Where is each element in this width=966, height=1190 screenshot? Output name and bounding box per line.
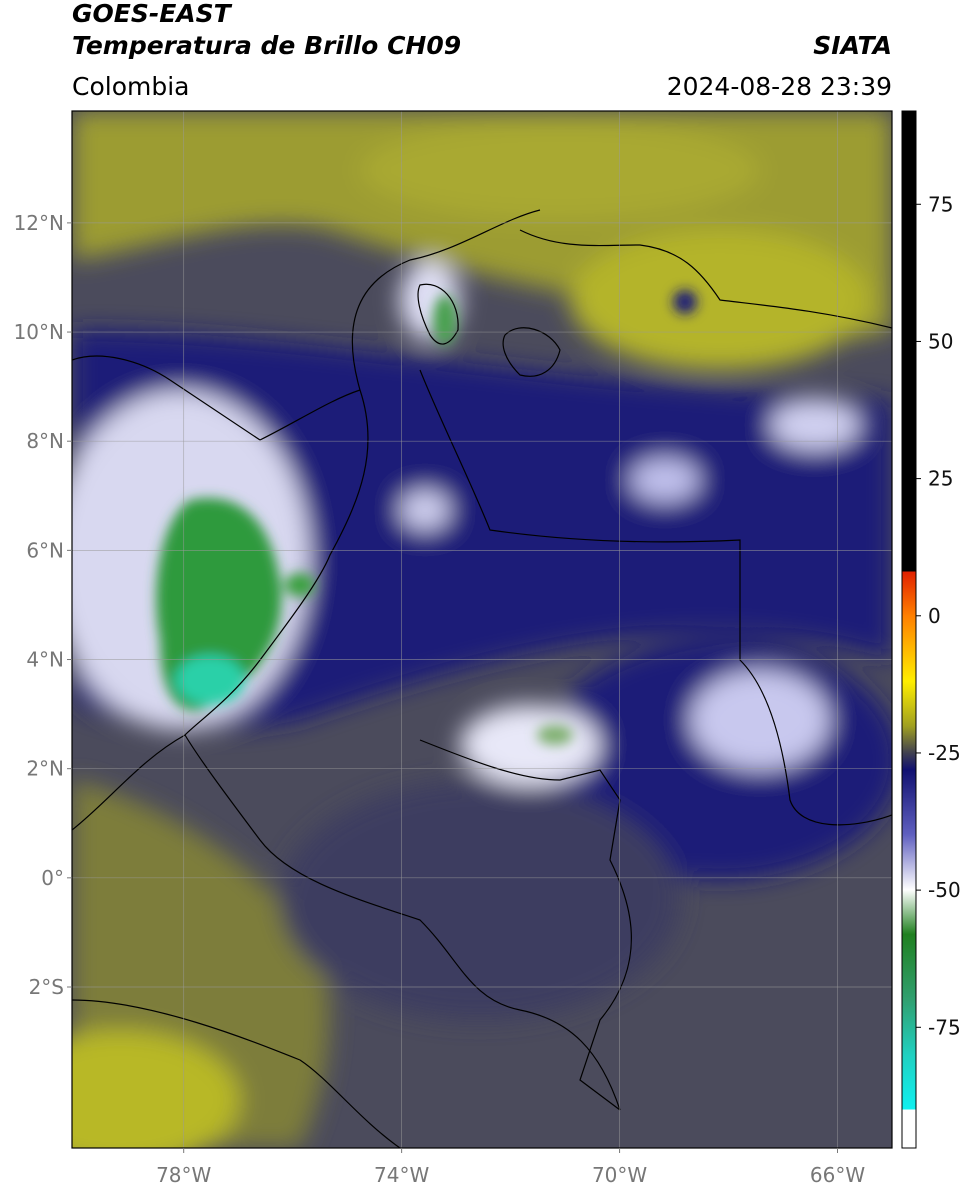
lat-tick-label: 2°N: [26, 757, 64, 781]
graticule: [72, 111, 892, 1148]
source: SIATA: [813, 31, 892, 60]
lon-tick-label: 66°W: [810, 1163, 865, 1187]
axes: 78°W 74°W 70°W 66°W 12°N 10°N 8°N 6°N 4°N 2°N 0° 2°…: [14, 192, 961, 1187]
colorbar-tick-label: -25: [928, 741, 961, 765]
colorbar: [901, 110, 917, 1149]
satellite-image: [72, 111, 892, 1148]
timestamp: 2024-08-28 23:39: [667, 72, 892, 101]
lat-tick-label: 10°N: [14, 320, 64, 344]
lat-tick-label: 2°S: [29, 975, 64, 999]
region: Colombia: [72, 72, 189, 101]
product-name: Temperatura de Brillo CH09: [72, 31, 461, 60]
colorbar-tick-label: -75: [928, 1015, 961, 1039]
lon-tick-label: 70°W: [592, 1163, 647, 1187]
lon-tick-label: 78°W: [156, 1163, 211, 1187]
lon-tick-label: 74°W: [374, 1163, 429, 1187]
lat-tick-label: 6°N: [26, 538, 64, 562]
map-frame: [71, 110, 893, 1149]
colorbar-tick-label: -50: [928, 878, 961, 902]
lat-tick-label: 12°N: [14, 211, 64, 235]
colorbar-tick-label: 50: [928, 329, 953, 353]
colorbar-tick-label: 0: [928, 604, 941, 628]
lat-tick-label: 4°N: [26, 648, 64, 672]
colorbar-tick-label: 25: [928, 467, 953, 491]
colorbar-tick-label: 75: [928, 192, 953, 216]
lat-tick-label: 8°N: [26, 429, 64, 453]
lat-tick-label: 0°: [41, 866, 64, 890]
satellite-name: GOES-EAST: [72, 0, 233, 28]
